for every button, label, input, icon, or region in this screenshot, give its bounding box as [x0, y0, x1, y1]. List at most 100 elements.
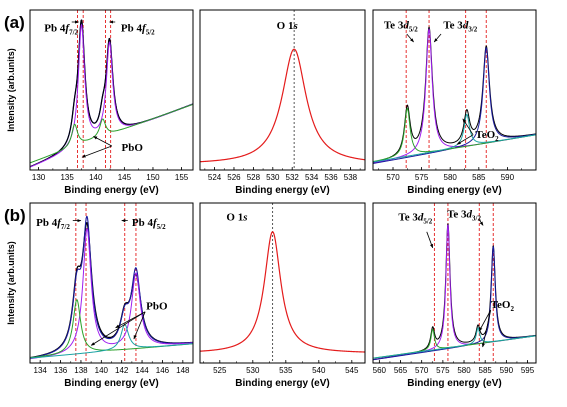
x-tick-label: 135 [60, 173, 74, 182]
plot-area [373, 203, 536, 363]
series-line [30, 323, 193, 359]
plot-area [373, 10, 536, 170]
annotation-part: PbO [122, 142, 144, 154]
annotation-part: f [65, 23, 70, 35]
series-line [30, 19, 193, 168]
annotation-arrow [478, 218, 484, 226]
peak-annotation: PbO [122, 142, 144, 154]
y-axis-label: Intensity (arb.units) [6, 241, 16, 325]
annotation-part: PbO [146, 300, 168, 312]
x-axis-label: Binding energy (eV) [235, 378, 329, 389]
peak-annotation: Pb 4f5/2 [121, 23, 155, 37]
annotation-part: d [418, 212, 424, 224]
plot-frame [372, 9, 537, 171]
x-tick-label: 530 [266, 173, 280, 182]
x-tick-label: 580 [457, 366, 471, 375]
annotation-arrow [406, 33, 414, 43]
annotation-arrow [478, 310, 492, 332]
x-tick-label: 140 [95, 366, 109, 375]
plot-frame [199, 202, 366, 364]
peak-annotation: Te 3d5/2 [384, 19, 418, 33]
x-tick-label: 140 [89, 173, 103, 182]
x-tick-label: 134 [34, 366, 48, 375]
peak-annotation: Te 3d3/2 [447, 208, 481, 222]
peak-annotation: PbO [146, 300, 168, 312]
chart-panel-4: (b) 134 136 138 140 142 144 146 148 Binding energ… [4, 202, 194, 389]
plot-frame [199, 9, 366, 171]
x-tick-label: 528 [247, 173, 261, 182]
annotation-part: Pb 4 [121, 23, 143, 35]
annotation-part: Te 3 [447, 208, 467, 220]
annotation-arrow [433, 33, 442, 43]
x-axis-label: Binding energy (eV) [407, 185, 501, 196]
annotation-part: O 1 [226, 212, 243, 224]
annotation-part: d [467, 208, 473, 220]
annotation-arrow [81, 145, 112, 158]
x-tick-label: 570 [386, 173, 400, 182]
annotation-part: Te 3 [443, 19, 463, 31]
series-line [373, 327, 536, 359]
x-tick-label: 145 [118, 173, 132, 182]
annotation-part: 5/2 [423, 218, 432, 226]
chart-panel-1: (a) 130 135 140 145 150 155 Binding energy (eV)… [4, 9, 194, 196]
annotation-part: 3/2 [468, 25, 477, 33]
annotation-part: Pb 4 [36, 217, 58, 229]
series-line [373, 26, 536, 163]
x-tick-label: 532 [286, 173, 300, 182]
series-line [373, 107, 536, 163]
panel-label: (a) [4, 13, 25, 32]
x-tick-label: 560 [373, 366, 387, 375]
x-tick-label: 150 [146, 173, 160, 182]
x-tick-label: 545 [345, 366, 359, 375]
plot-frame [372, 202, 537, 364]
annotation-part: f [153, 217, 158, 229]
plot-area [30, 10, 193, 170]
x-tick-label: 138 [74, 366, 88, 375]
x-tick-label: 585 [479, 366, 493, 375]
plot-area [30, 203, 193, 363]
x-tick-label: 534 [305, 173, 319, 182]
annotation-arrow [93, 136, 112, 147]
annotation-part: 5/2 [157, 223, 166, 231]
annotation-arrow [133, 311, 146, 340]
x-axis-label: Binding energy (eV) [235, 185, 329, 196]
annotation-part: 7/2 [69, 29, 78, 37]
peak-annotation: Pb 4f5/2 [132, 217, 166, 231]
x-axis-label: Binding energy (eV) [407, 378, 501, 389]
series-line [30, 228, 193, 360]
peak-annotation: Te 3d5/2 [398, 212, 432, 226]
y-axis-label: Intensity (arb.units) [6, 48, 16, 132]
annotation-part: s [242, 212, 247, 224]
annotation-part: f [142, 23, 147, 35]
annotation-part: TeO [491, 299, 511, 311]
x-tick-label: 575 [436, 366, 450, 375]
annotation-part: 3/2 [472, 214, 481, 222]
panel-label: (b) [4, 206, 26, 225]
x-tick-label: 148 [176, 366, 190, 375]
x-tick-label: 585 [472, 173, 486, 182]
x-tick-label: 142 [115, 366, 129, 375]
annotation-part: d [403, 19, 409, 31]
series-line [373, 28, 536, 164]
annotation-part: 5/2 [409, 25, 418, 33]
peak-annotation: TeO2 [491, 299, 515, 313]
x-tick-label: 590 [501, 173, 515, 182]
x-tick-label: 590 [500, 366, 514, 375]
x-tick-label: 130 [32, 173, 46, 182]
x-tick-label: 570 [415, 366, 429, 375]
annotation-part: s [292, 20, 297, 32]
series-line [30, 299, 193, 359]
annotation-arrow [426, 231, 434, 249]
x-tick-label: 144 [135, 366, 149, 375]
annotation-arrow [481, 310, 492, 348]
peak-annotation: Te 3d3/2 [443, 19, 477, 33]
x-tick-label: 524 [208, 173, 222, 182]
x-tick-label: 575 [415, 173, 429, 182]
annotation-part: Te 3 [398, 212, 418, 224]
series-line [30, 103, 193, 164]
chart-panel-5: 525 530 535 540 545 Binding energy (eV) O 1s [199, 202, 366, 389]
peak-annotation: Pb 4f7/2 [36, 217, 70, 231]
series-line [200, 231, 365, 353]
peak-annotation: O 1s [277, 20, 298, 32]
